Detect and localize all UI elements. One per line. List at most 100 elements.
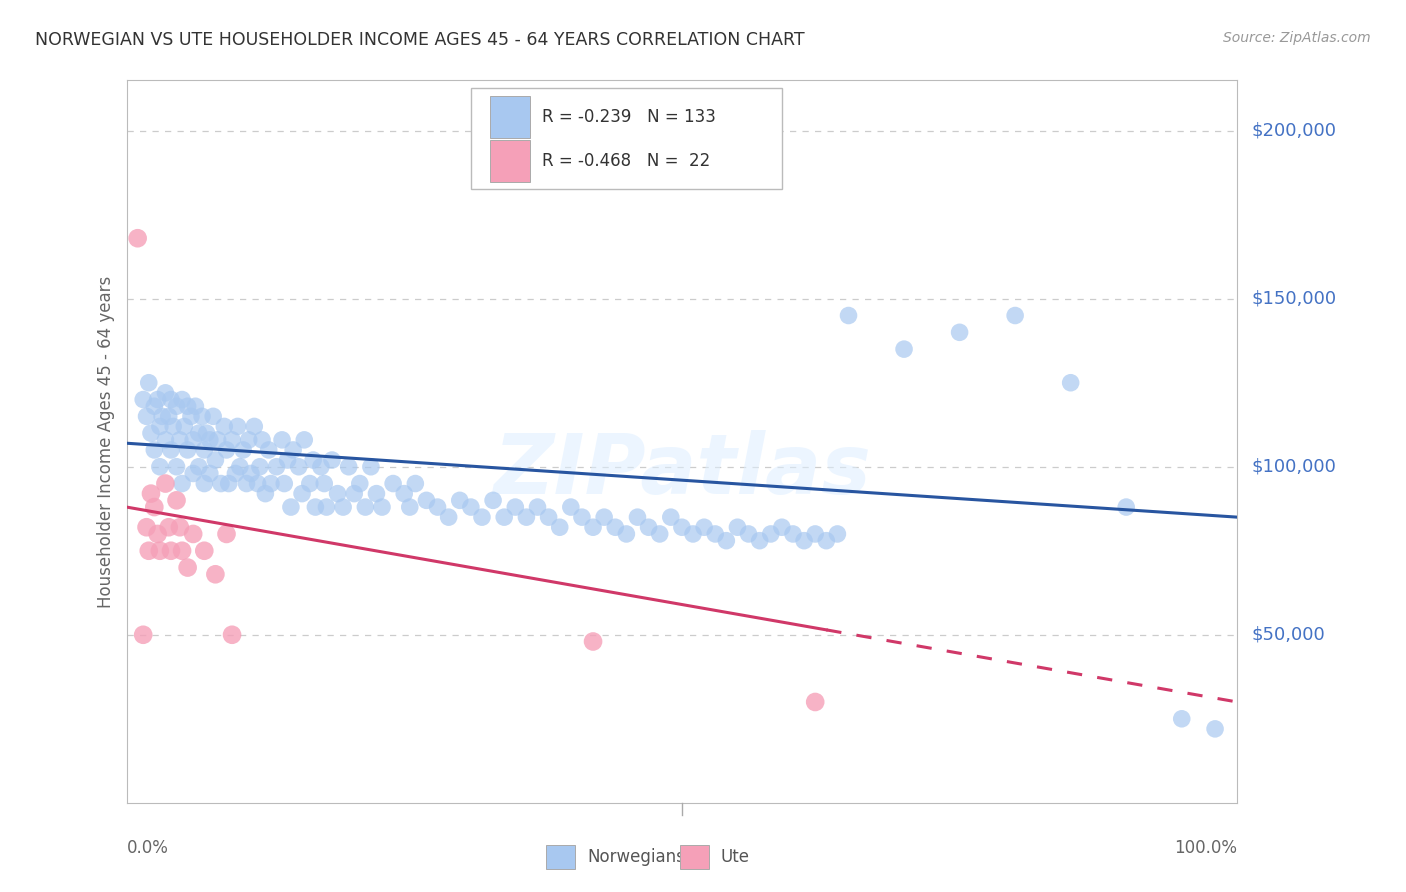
- Point: [582, 634, 605, 648]
- FancyBboxPatch shape: [489, 140, 530, 182]
- Point: [582, 520, 605, 534]
- Point: [404, 476, 426, 491]
- Point: [648, 527, 671, 541]
- Point: [593, 510, 616, 524]
- Point: [748, 533, 770, 548]
- Point: [548, 520, 571, 534]
- Point: [215, 527, 238, 541]
- Point: [494, 510, 516, 524]
- Point: [139, 486, 162, 500]
- Point: [281, 442, 304, 457]
- Point: [202, 409, 225, 424]
- Point: [180, 409, 202, 424]
- Point: [782, 527, 804, 541]
- Point: [235, 476, 257, 491]
- Text: R = -0.468   N =  22: R = -0.468 N = 22: [541, 152, 710, 169]
- Point: [354, 500, 377, 514]
- Text: $200,000: $200,000: [1251, 121, 1336, 140]
- Point: [426, 500, 449, 514]
- Point: [349, 476, 371, 491]
- Point: [250, 433, 273, 447]
- Point: [704, 527, 727, 541]
- Point: [209, 476, 232, 491]
- FancyBboxPatch shape: [471, 87, 782, 189]
- Point: [146, 392, 169, 407]
- Point: [172, 543, 194, 558]
- Point: [437, 510, 460, 524]
- Point: [132, 628, 155, 642]
- Point: [804, 527, 827, 541]
- Point: [155, 433, 177, 447]
- Point: [135, 520, 157, 534]
- Text: 0.0%: 0.0%: [127, 838, 169, 857]
- Point: [291, 486, 314, 500]
- Point: [146, 527, 169, 541]
- Point: [838, 309, 860, 323]
- Point: [382, 476, 405, 491]
- Point: [195, 426, 218, 441]
- Point: [193, 442, 215, 457]
- Point: [277, 453, 299, 467]
- Point: [309, 459, 332, 474]
- Point: [138, 543, 160, 558]
- Text: R = -0.239   N = 133: R = -0.239 N = 133: [541, 109, 716, 127]
- Point: [207, 433, 229, 447]
- Point: [150, 409, 173, 424]
- Point: [149, 543, 172, 558]
- Point: [371, 500, 394, 514]
- Point: [298, 476, 321, 491]
- Point: [693, 520, 716, 534]
- Point: [815, 533, 838, 548]
- Point: [160, 392, 183, 407]
- Point: [415, 493, 437, 508]
- Point: [326, 486, 349, 500]
- Point: [127, 231, 149, 245]
- Point: [460, 500, 482, 514]
- Point: [515, 510, 537, 524]
- Point: [671, 520, 693, 534]
- Point: [1060, 376, 1083, 390]
- Text: Source: ZipAtlas.com: Source: ZipAtlas.com: [1223, 31, 1371, 45]
- Point: [626, 510, 648, 524]
- Point: [229, 459, 252, 474]
- Point: [273, 476, 295, 491]
- Point: [804, 695, 827, 709]
- Point: [398, 500, 420, 514]
- Point: [157, 409, 180, 424]
- Point: [605, 520, 627, 534]
- Point: [302, 453, 325, 467]
- Point: [949, 326, 972, 340]
- Point: [482, 493, 505, 508]
- Point: [1204, 722, 1226, 736]
- Point: [166, 399, 188, 413]
- Point: [215, 442, 238, 457]
- Point: [181, 467, 204, 481]
- Point: [221, 433, 243, 447]
- Point: [737, 527, 759, 541]
- Text: NORWEGIAN VS UTE HOUSEHOLDER INCOME AGES 45 - 64 YEARS CORRELATION CHART: NORWEGIAN VS UTE HOUSEHOLDER INCOME AGES…: [35, 31, 804, 49]
- Point: [160, 543, 183, 558]
- Point: [1004, 309, 1026, 323]
- Point: [226, 419, 249, 434]
- Point: [287, 459, 309, 474]
- Point: [537, 510, 560, 524]
- Point: [214, 419, 236, 434]
- Point: [257, 442, 280, 457]
- Point: [169, 520, 191, 534]
- Point: [314, 476, 336, 491]
- Point: [260, 476, 283, 491]
- Point: [149, 459, 172, 474]
- Point: [224, 467, 246, 481]
- Point: [157, 520, 180, 534]
- Point: [243, 419, 266, 434]
- Point: [169, 433, 191, 447]
- Point: [271, 433, 294, 447]
- Point: [193, 476, 215, 491]
- Point: [187, 459, 209, 474]
- Point: [181, 433, 204, 447]
- Point: [143, 500, 166, 514]
- Text: $100,000: $100,000: [1251, 458, 1336, 475]
- Point: [232, 442, 254, 457]
- Point: [682, 527, 704, 541]
- Point: [249, 459, 271, 474]
